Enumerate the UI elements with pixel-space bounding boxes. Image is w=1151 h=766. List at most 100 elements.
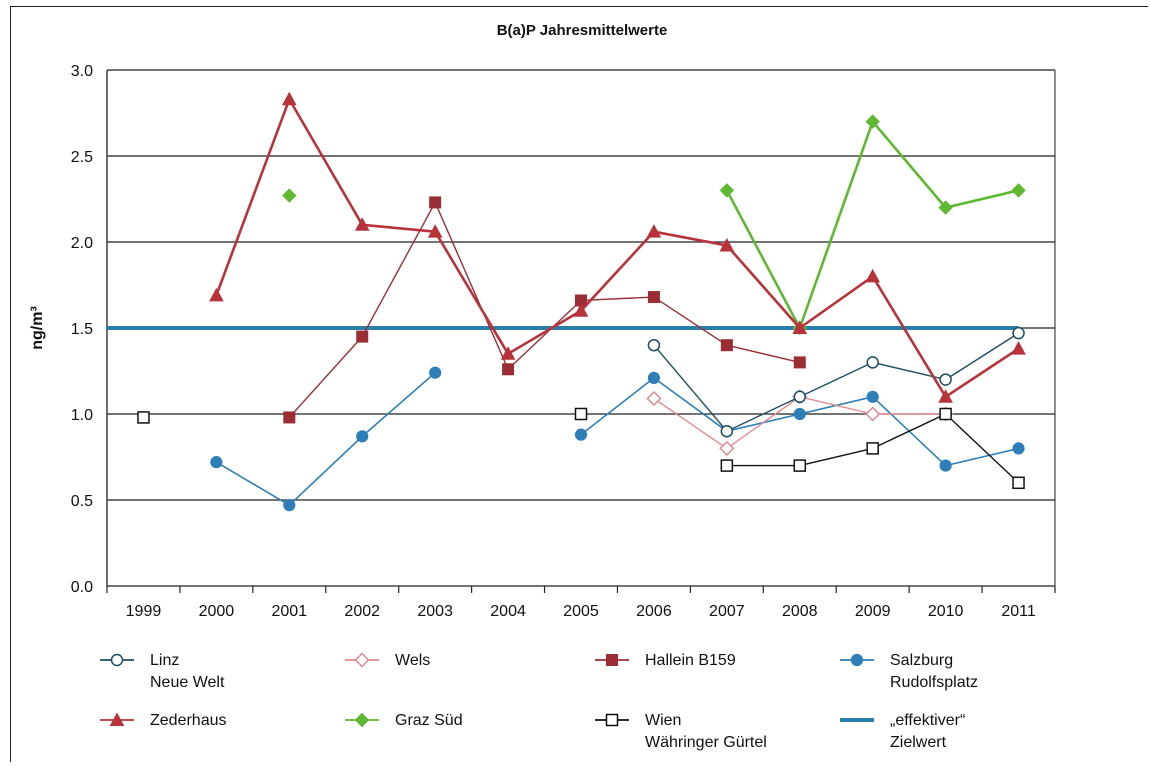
legend-label: „effektiver“ Zielwert <box>890 712 965 751</box>
legend-swatch-marker <box>110 653 124 667</box>
series-line-segment <box>799 396 873 415</box>
data-point <box>356 430 369 443</box>
legend-swatch-marker <box>605 713 619 727</box>
data-point <box>938 200 953 215</box>
x-tick-label: 2001 <box>272 603 308 620</box>
axes: 0.0 0.5 1.0 1.5 2.0 2.5 3.0 1999 2000 2001 2002 200… <box>71 63 1056 620</box>
legend-item: Zederhaus <box>100 712 227 729</box>
legend-item: Linz Neue Welt <box>100 652 225 691</box>
legend-swatch-marker <box>354 652 370 668</box>
data-point <box>720 459 734 472</box>
x-tick-label: 2007 <box>709 603 745 620</box>
data-point <box>647 371 661 384</box>
x-tick-label: 2003 <box>417 603 453 620</box>
data-point <box>282 188 297 203</box>
y-tick-label: 1.0 <box>71 407 93 424</box>
series-salzburg <box>210 366 1025 512</box>
data-point <box>573 303 589 317</box>
legend-swatch-marker <box>354 712 370 728</box>
x-tick-label: 2004 <box>490 603 526 620</box>
series-line-segment <box>872 413 946 450</box>
data-point <box>646 390 662 407</box>
series-line-segment <box>580 230 655 312</box>
series-line-segment <box>945 447 1019 467</box>
series-line-segment <box>434 231 510 355</box>
series-line-segment <box>945 332 1019 381</box>
data-point <box>209 287 224 302</box>
chart-frame <box>10 6 1148 762</box>
data-point <box>719 440 735 456</box>
series-line-segment <box>871 275 947 398</box>
legend-label: Hallein B159 <box>645 652 736 669</box>
legend-label: Zederhaus <box>150 712 227 729</box>
data-point <box>866 442 879 455</box>
data-point <box>793 356 806 369</box>
legend-item: Graz Süd <box>345 712 463 729</box>
series-line-segment <box>799 447 873 467</box>
legend-swatch-marker <box>606 654 618 666</box>
data-point <box>283 411 296 424</box>
legend: Linz Neue Welt Wels Hallein B159 Salzburg Rud… <box>100 652 978 751</box>
data-point <box>646 224 662 238</box>
series-line-segment <box>945 189 1019 209</box>
x-tick-label: 2008 <box>782 603 818 620</box>
legend-swatch-marker <box>850 653 864 667</box>
x-tick-label: 2002 <box>344 603 380 620</box>
x-tick-label: 1999 <box>126 603 162 620</box>
series-line-segment <box>653 377 728 432</box>
series-line-segment <box>361 202 436 337</box>
data-point <box>429 366 442 379</box>
series-line-segment <box>725 244 801 329</box>
legend-label: Graz Süd <box>395 712 463 729</box>
series-line-segment <box>362 223 436 233</box>
x-tick-label: 2010 <box>928 603 964 620</box>
series-line-segment <box>653 296 728 346</box>
x-tick-label: 2000 <box>199 603 235 620</box>
y-tick-label: 3.0 <box>71 63 93 80</box>
data-point <box>866 356 879 369</box>
series-line-segment <box>288 336 363 418</box>
data-point <box>1012 326 1025 340</box>
series-line-segment <box>799 361 873 398</box>
data-point <box>281 91 297 106</box>
legend-item: Wien Währinger Gürtel <box>595 712 767 751</box>
series-line-segment <box>361 372 436 437</box>
data-point <box>865 114 880 129</box>
data-point <box>865 268 881 283</box>
data-point <box>792 320 808 334</box>
legend-item: Salzburg Rudolfsplatz <box>840 652 978 691</box>
series-line-segment <box>798 121 874 329</box>
series-line-segment <box>580 377 655 436</box>
data-point <box>793 390 807 404</box>
data-point <box>939 459 952 472</box>
series-line-segment <box>580 296 654 302</box>
legend-label: Linz Neue Welt <box>150 652 225 691</box>
data-point <box>866 390 879 403</box>
data-point <box>939 407 952 421</box>
data-point <box>647 338 661 352</box>
series-layer <box>107 91 1026 512</box>
y-tick-label: 0.5 <box>71 493 93 510</box>
series-zederhaus <box>209 91 1026 403</box>
data-point <box>1012 476 1025 490</box>
data-point <box>574 428 588 441</box>
series-line-segment <box>215 461 290 506</box>
y-tick-label: 1.5 <box>71 321 93 338</box>
legend-label: Salzburg Rudolfsplatz <box>890 652 978 691</box>
series-line-segment <box>871 120 947 209</box>
series-line-segment <box>507 299 582 370</box>
data-point <box>210 456 223 469</box>
series-line-segment <box>215 98 291 296</box>
series-line-segment <box>944 347 1020 398</box>
series-line-segment <box>945 413 1020 484</box>
series-hallein-b159 <box>283 196 806 424</box>
legend-item: „effektiver“ Zielwert <box>840 712 965 751</box>
series-line-segment <box>288 435 363 506</box>
y-axis-label: ng/m³ <box>29 306 46 350</box>
data-point <box>720 424 734 438</box>
series-line-segment <box>653 344 728 432</box>
series-line-segment <box>726 396 801 432</box>
y-tick-label: 2.5 <box>71 149 93 166</box>
data-point <box>793 459 807 472</box>
